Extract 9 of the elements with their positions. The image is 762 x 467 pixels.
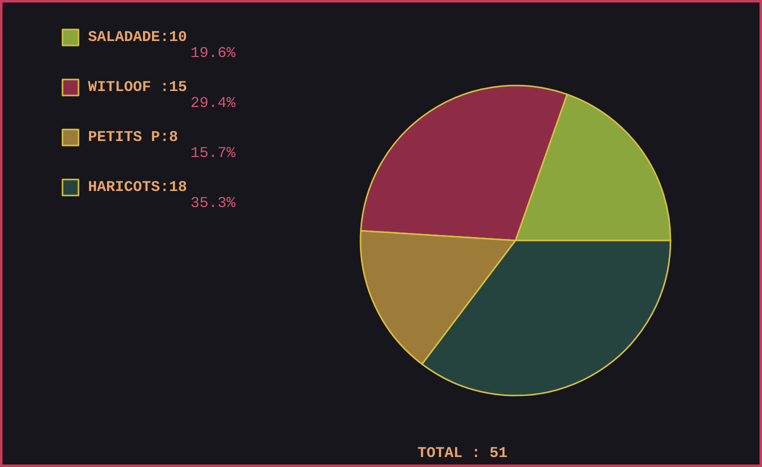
legend-label: PETITS P:8: [88, 128, 178, 147]
data-label: 15.7%: [190, 145, 237, 162]
data-label: 29.4%: [190, 95, 237, 112]
legend-label: SALADADE:10: [88, 28, 188, 47]
data-label: 19.6%: [190, 45, 237, 62]
data-label: 35.3%: [190, 195, 237, 212]
legend-label: WITLOOF :15: [88, 78, 188, 97]
legend-label: HARICOTS:18: [88, 178, 188, 197]
text: TOTAL : 51: [418, 445, 508, 462]
